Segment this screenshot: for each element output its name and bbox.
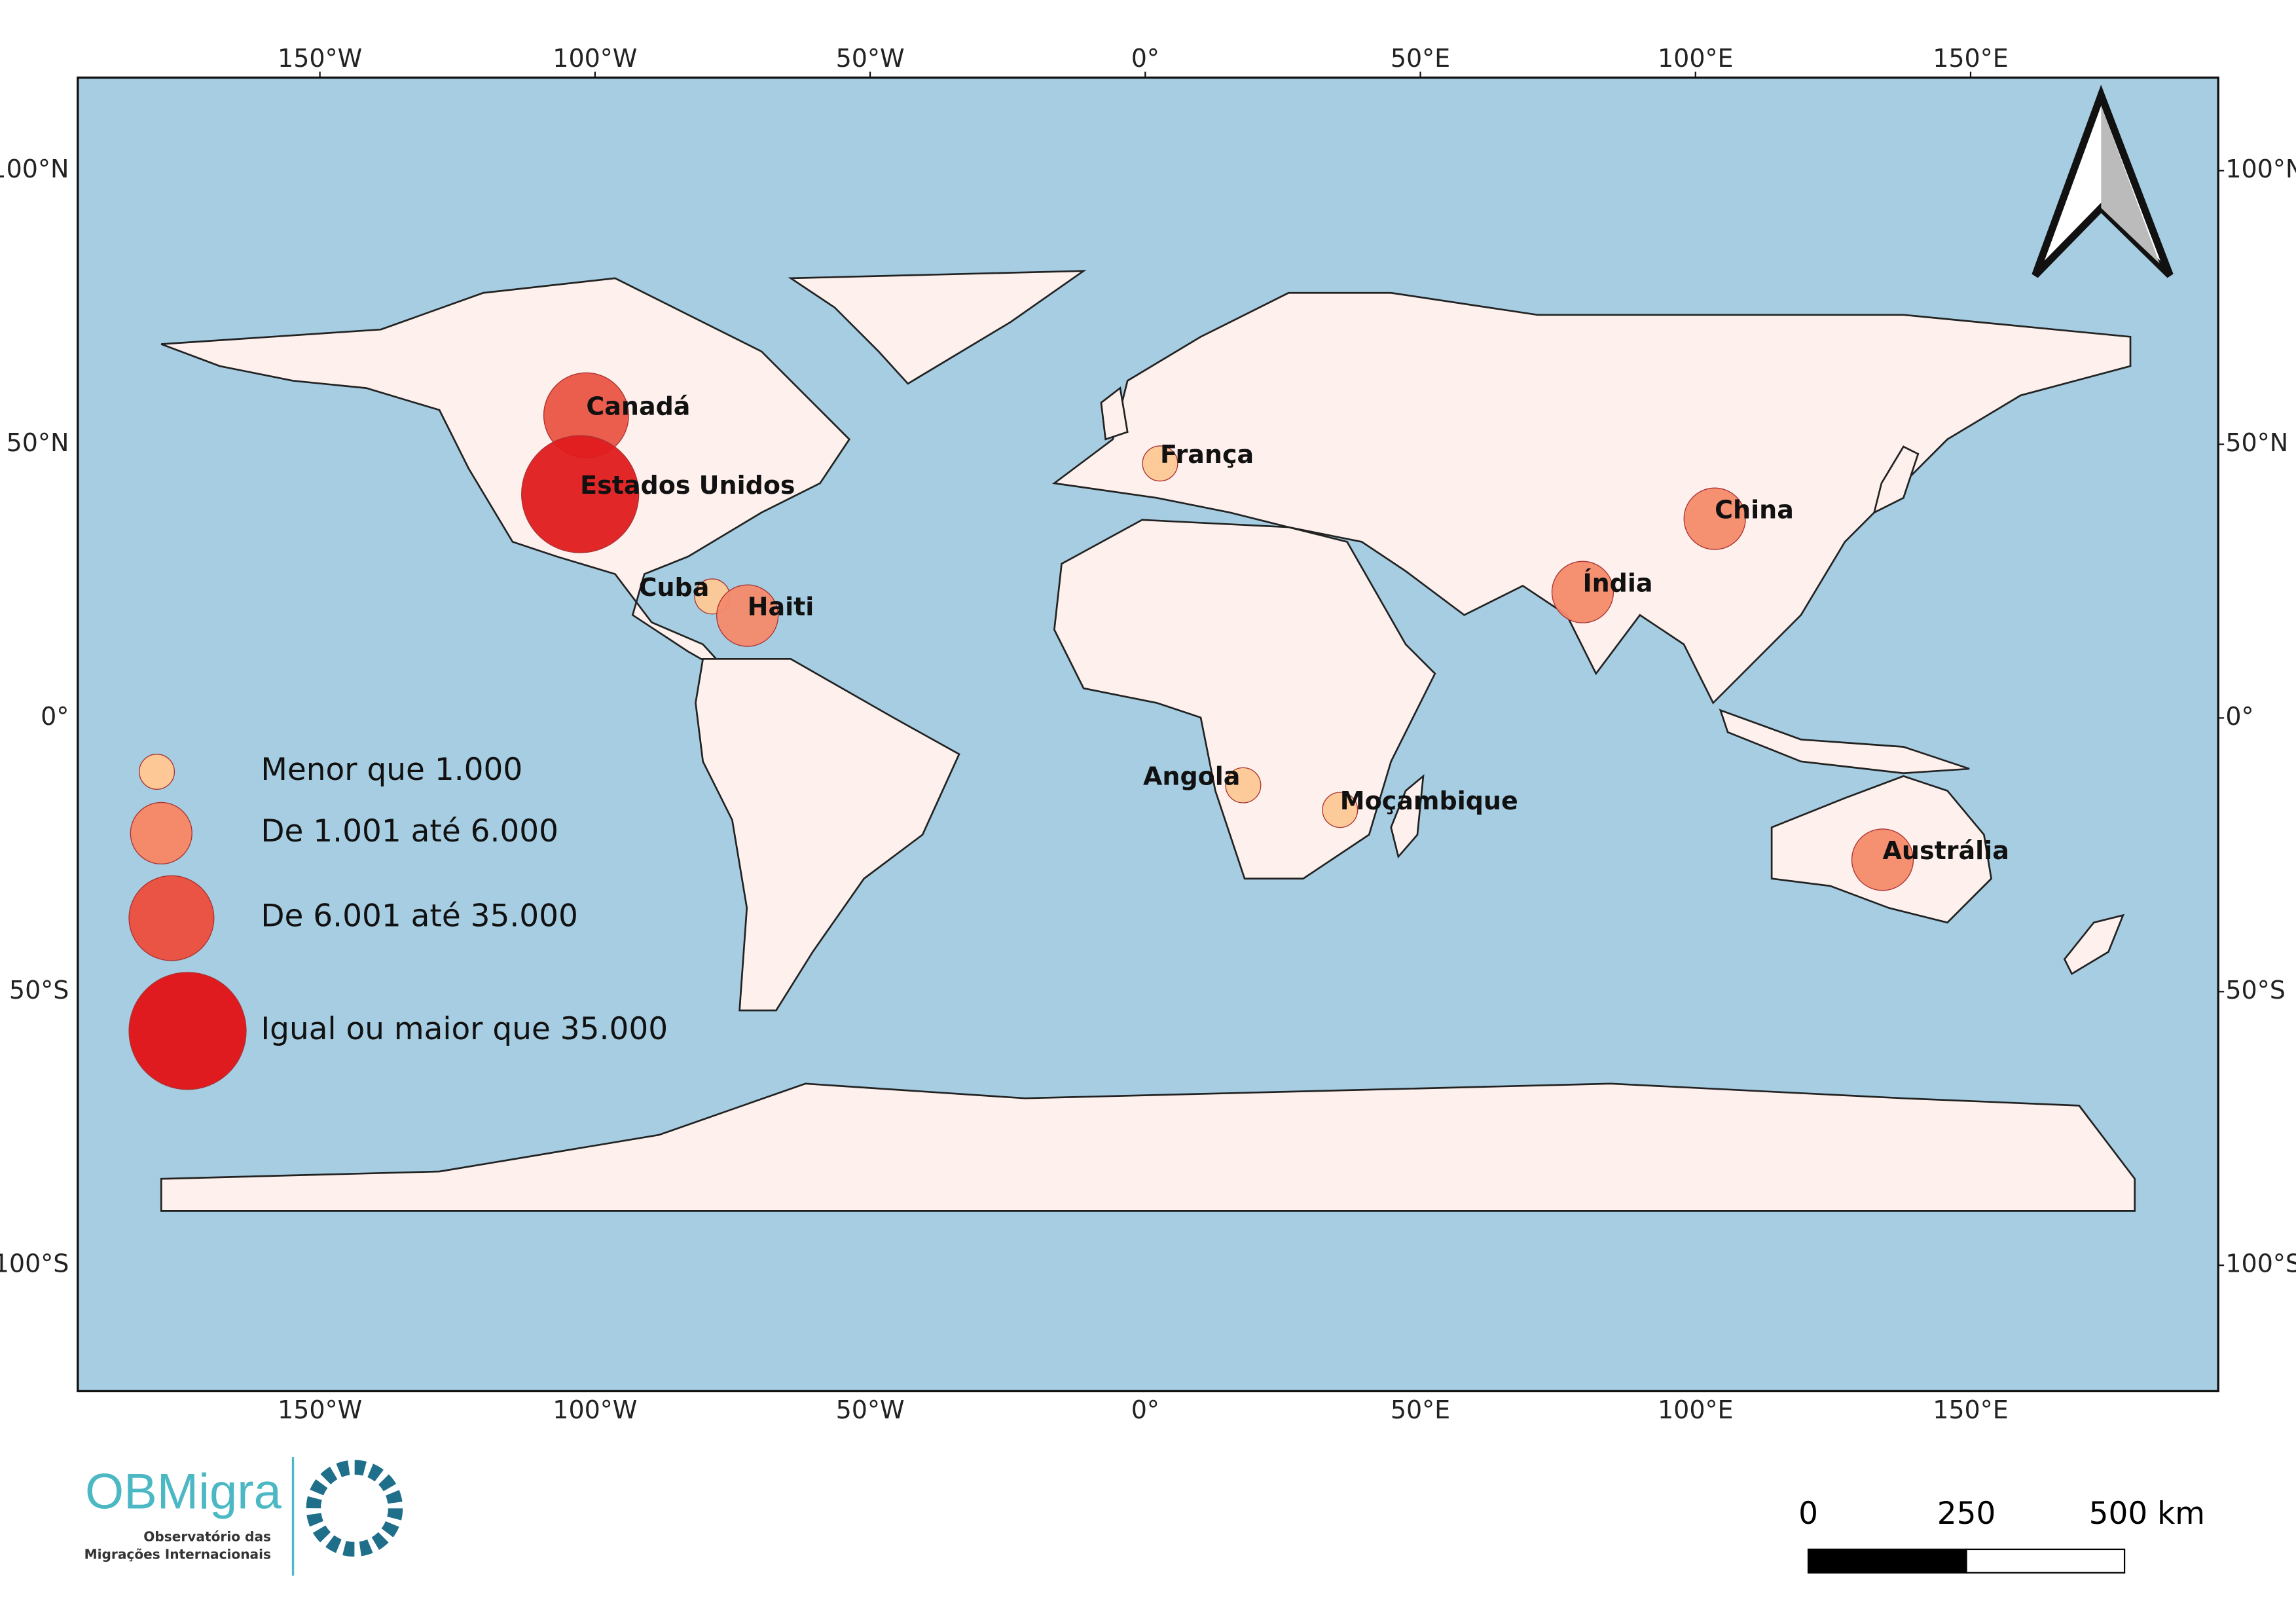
- y-tick-label: 100°N: [0, 155, 69, 183]
- x-tick-label: 100°W: [553, 1395, 637, 1424]
- eurasia: [1051, 291, 2132, 705]
- bubble: [1683, 487, 1746, 550]
- scale-bar: 0 250 500 km: [1798, 1496, 2205, 1574]
- legend-symbol: [139, 753, 175, 790]
- bubble: [1551, 561, 1614, 623]
- africa: [1053, 519, 1436, 880]
- y-tick-label: 0°: [2225, 702, 2253, 731]
- x-tick-label: 150°W: [278, 44, 362, 73]
- x-tick-label: 150°E: [1933, 1395, 2009, 1424]
- country-label: China: [1715, 495, 1794, 524]
- y-tick-label: 50°S: [2225, 976, 2285, 1005]
- x-tick-label: 150°W: [278, 1395, 362, 1424]
- y-tick-label: 50°N: [2225, 428, 2288, 457]
- x-tick-label: 50°W: [836, 1395, 905, 1424]
- madagascar: [1390, 774, 1425, 859]
- bubble: [1142, 445, 1178, 482]
- y-tick-label: 100°S: [2225, 1249, 2296, 1278]
- bubble: [521, 435, 640, 553]
- scale-label: 0: [1798, 1496, 1818, 1532]
- x-tick-label: 100°E: [1658, 1395, 1734, 1424]
- x-tick-label: 100°E: [1658, 44, 1734, 73]
- country-label: Canadá: [586, 392, 690, 421]
- country-label: Estados Unidos: [580, 471, 795, 500]
- antarctica: [160, 1082, 2136, 1212]
- country-label: Haiti: [748, 592, 814, 621]
- legend-symbol: [128, 875, 215, 961]
- logo-line: Migrações Internacionais: [84, 1546, 271, 1562]
- japan: [1872, 445, 1920, 515]
- y-tick-label: 100°S: [0, 1249, 69, 1278]
- legend-label: Igual ou maior que 35.000: [261, 1011, 668, 1047]
- legend-label: Menor que 1.000: [261, 752, 522, 788]
- bubble: [716, 584, 779, 647]
- legend-symbol: [130, 802, 192, 865]
- bubble: [1322, 792, 1358, 828]
- x-tick-label: 50°E: [1391, 44, 1450, 73]
- logo-line: Observatório das: [143, 1529, 271, 1545]
- north-arrow: [2032, 84, 2174, 278]
- legend-symbol: [128, 972, 247, 1090]
- country-label: Cuba: [639, 573, 710, 602]
- scale-segment: [1965, 1548, 2126, 1574]
- scale-segment: [1807, 1548, 1967, 1574]
- legend-label: De 6.001 até 35.000: [261, 898, 578, 934]
- x-tick-label: 0°: [1131, 44, 1159, 73]
- country-label: Moçambique: [1340, 786, 1518, 815]
- scale-label: 250: [1937, 1496, 1996, 1532]
- x-tick-label: 50°E: [1391, 1395, 1450, 1424]
- uk: [1100, 386, 1129, 441]
- indonesia: [1719, 709, 1970, 775]
- country-label: Índia: [1582, 568, 1652, 597]
- legend-label: De 1.001 até 6.000: [261, 813, 558, 849]
- greenland: [788, 270, 1087, 385]
- y-tick-label: 50°N: [7, 428, 69, 457]
- y-tick-label: 50°S: [9, 976, 69, 1005]
- country-label: Austrália: [1883, 836, 2009, 865]
- x-tick-label: 100°W: [553, 44, 637, 73]
- x-tick-label: 0°: [1131, 1395, 1159, 1424]
- x-tick-label: 150°E: [1933, 44, 2009, 73]
- scale-label: 500 km: [2089, 1496, 2205, 1532]
- y-tick-label: 100°N: [2225, 155, 2296, 183]
- bubble: [1851, 828, 1914, 891]
- country-label: Angola: [1143, 762, 1240, 791]
- logo-mark: [306, 1460, 403, 1557]
- bubbles: [521, 372, 1914, 891]
- new-zealand: [2063, 913, 2125, 976]
- logo: OBMigra Observatório das Migrações Inter…: [84, 1457, 403, 1576]
- logo-name: OBMigra: [85, 1464, 282, 1519]
- north-america: [160, 277, 851, 678]
- y-tick-label: 0°: [41, 702, 69, 731]
- country-label: França: [1160, 440, 1254, 469]
- bubble: [1225, 767, 1262, 803]
- x-tick-label: 50°W: [836, 44, 905, 73]
- south-america: [695, 657, 960, 1012]
